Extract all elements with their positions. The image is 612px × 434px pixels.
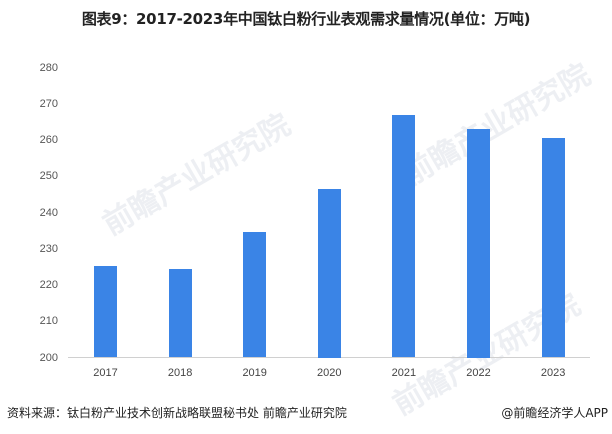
y-tick-label: 260 xyxy=(39,134,58,146)
y-tick-label: 200 xyxy=(39,351,58,364)
x-tick-label: 2022 xyxy=(466,367,491,379)
y-tick-label: 280 xyxy=(39,61,58,74)
x-tick-label: 2021 xyxy=(391,367,417,379)
y-tick-label: 250 xyxy=(39,170,58,183)
y-tick-label: 270 xyxy=(39,97,58,110)
x-tick-label: 2018 xyxy=(167,367,193,379)
y-tick-label: 240 xyxy=(39,206,58,219)
bar-2023 xyxy=(541,137,565,358)
y-tick-label: 230 xyxy=(39,242,58,255)
source-note: 资料来源：钛白粉产业技术创新战略联盟秘书处 前瞻产业研究院 xyxy=(7,406,347,420)
watermark: 前瞻产业研究院 xyxy=(97,107,297,243)
watermark: 前瞻产业研究院 xyxy=(397,57,597,193)
x-tick-label: 2023 xyxy=(540,367,566,379)
x-tick-label: 2017 xyxy=(93,367,118,379)
bar-2021 xyxy=(392,114,416,358)
credit-note: @前瞻经济学人APP xyxy=(501,406,608,420)
bar-2020 xyxy=(317,188,341,358)
y-tick-label: 210 xyxy=(39,315,58,328)
bar-2017 xyxy=(94,266,117,358)
x-tick-label: 2020 xyxy=(317,367,342,379)
bar-2022 xyxy=(467,129,490,358)
x-axis-line xyxy=(68,357,590,358)
x-tick-label: 2019 xyxy=(242,367,267,379)
bar-2019 xyxy=(243,232,267,358)
bar-2018 xyxy=(168,269,192,358)
chart-title: 图表9：2017-2023年中国钛白粉行业表观需求量情况(单位：万吨) xyxy=(81,10,531,28)
y-tick-label: 220 xyxy=(39,279,58,291)
